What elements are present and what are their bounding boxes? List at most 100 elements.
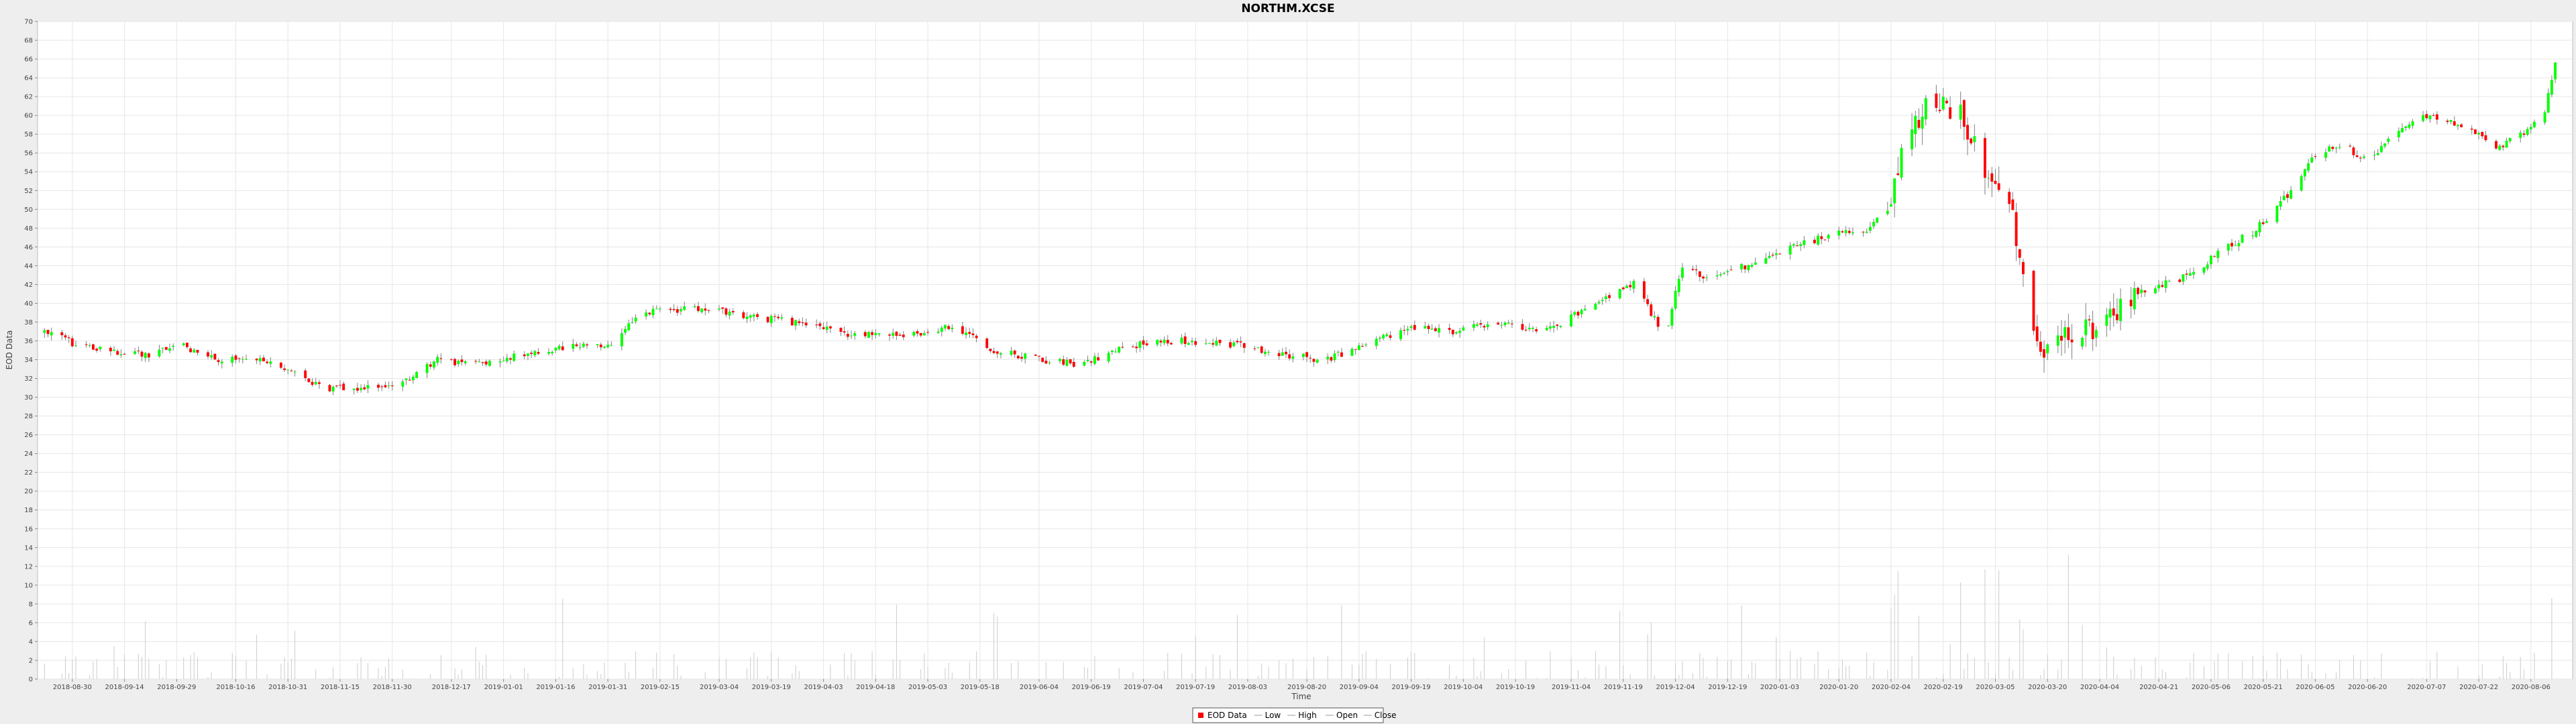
candle-body: [951, 327, 954, 329]
candle-body: [1841, 231, 1844, 233]
candle-body: [2265, 221, 2268, 223]
candle-body: [2432, 115, 2435, 116]
candle-body: [1089, 361, 1093, 363]
candle-body: [1949, 107, 1952, 119]
x-tick-label: 2020-05-06: [2192, 684, 2231, 691]
candle-body: [436, 357, 439, 363]
candle-body: [172, 345, 175, 347]
candle-body: [1010, 351, 1013, 355]
candle-body: [1959, 105, 1962, 120]
legend-label: EOD Data: [1208, 711, 1247, 720]
candle-body: [331, 386, 335, 391]
candle-body: [2088, 319, 2091, 320]
candle-body: [457, 361, 460, 365]
y-tick-label: 60: [24, 113, 33, 120]
candle-body: [1215, 341, 1218, 346]
candle-body: [241, 359, 244, 360]
candle-body: [1677, 279, 1680, 292]
candle-body: [1333, 353, 1336, 361]
candle-body: [1163, 339, 1166, 343]
candle-body: [1778, 253, 1782, 255]
candle-body: [2314, 156, 2317, 157]
candle-body: [286, 369, 290, 371]
x-tick-label: 2020-08-06: [2512, 684, 2551, 691]
candle-body: [655, 308, 658, 310]
candle-body: [217, 360, 220, 363]
candle-body: [2241, 235, 2244, 243]
candle-body: [645, 312, 648, 316]
y-tick-label: 30: [24, 394, 33, 402]
x-tick-label: 2020-05-21: [2244, 684, 2283, 691]
candle-body: [1997, 183, 2000, 190]
candle-body: [798, 321, 801, 323]
y-tick-label: 38: [24, 319, 33, 326]
plot-area: [37, 21, 2573, 680]
candle-body: [1994, 180, 1997, 184]
candle-body: [91, 344, 95, 350]
candle-body: [2363, 156, 2365, 158]
candle-body: [342, 383, 345, 391]
grid-layer: [38, 21, 2573, 680]
candle-body: [1646, 299, 1650, 304]
candle-body: [1458, 330, 1462, 333]
candle-body: [1138, 341, 1142, 348]
candle-body: [1204, 343, 1208, 345]
candle-body: [1754, 262, 1757, 265]
candle-body: [1507, 322, 1510, 324]
candle-body: [2182, 274, 2185, 282]
candle-body: [989, 349, 992, 351]
candle-body: [1462, 327, 1465, 331]
candle-body: [676, 309, 679, 313]
candle-body: [1013, 350, 1016, 355]
candle-body: [2387, 138, 2390, 142]
candle-body: [2282, 195, 2286, 200]
legend-label: Close: [1375, 711, 1397, 720]
candle-body: [2408, 124, 2411, 128]
candle-body: [2056, 335, 2059, 346]
x-tick-label: 2018-08-30: [53, 684, 92, 691]
candle-body: [2251, 235, 2255, 237]
candle-body: [554, 347, 557, 351]
x-tick-label: 2020-01-20: [1819, 684, 1858, 691]
candle-body: [530, 353, 533, 355]
candle-body: [449, 359, 453, 360]
candle-body: [2209, 255, 2212, 265]
candle-body: [599, 344, 602, 348]
candle-body: [147, 353, 150, 358]
candle-body: [2081, 337, 2084, 347]
candle-body: [1118, 347, 1121, 353]
candle-body: [88, 345, 91, 347]
candle-body: [328, 385, 331, 391]
candle-body: [304, 370, 307, 379]
candle-body: [892, 333, 895, 336]
candle-body: [2192, 272, 2195, 275]
candle-body: [936, 331, 940, 333]
candle-body: [2533, 121, 2536, 127]
y-tick-label: 8: [29, 601, 33, 608]
candle-body: [189, 348, 193, 353]
candle-body: [220, 361, 223, 364]
candle-body: [1594, 304, 1597, 310]
candle-body: [961, 326, 964, 334]
candle-body: [2275, 205, 2279, 223]
candle-body: [1044, 361, 1048, 364]
candle-body: [728, 311, 731, 316]
candle-body: [1817, 235, 1820, 245]
candle-body: [335, 385, 338, 387]
candle-body: [1097, 357, 1100, 361]
candle-body: [1549, 326, 1552, 329]
candle-body: [2119, 298, 2123, 322]
x-tick-label: 2019-06-19: [1072, 684, 1111, 691]
candle-body: [1180, 337, 1183, 344]
candle-body: [724, 308, 728, 315]
candle-body: [1788, 245, 1792, 255]
candle-body: [696, 306, 700, 311]
candle-body: [1059, 359, 1061, 361]
candle-body: [606, 345, 610, 347]
candle-body: [405, 378, 408, 380]
candle-body: [1896, 173, 1900, 176]
candle-body: [168, 348, 171, 351]
x-tick-label: 2020-06-05: [2296, 684, 2334, 691]
candle-body: [2401, 127, 2404, 133]
y-tick-label: 54: [24, 169, 33, 176]
